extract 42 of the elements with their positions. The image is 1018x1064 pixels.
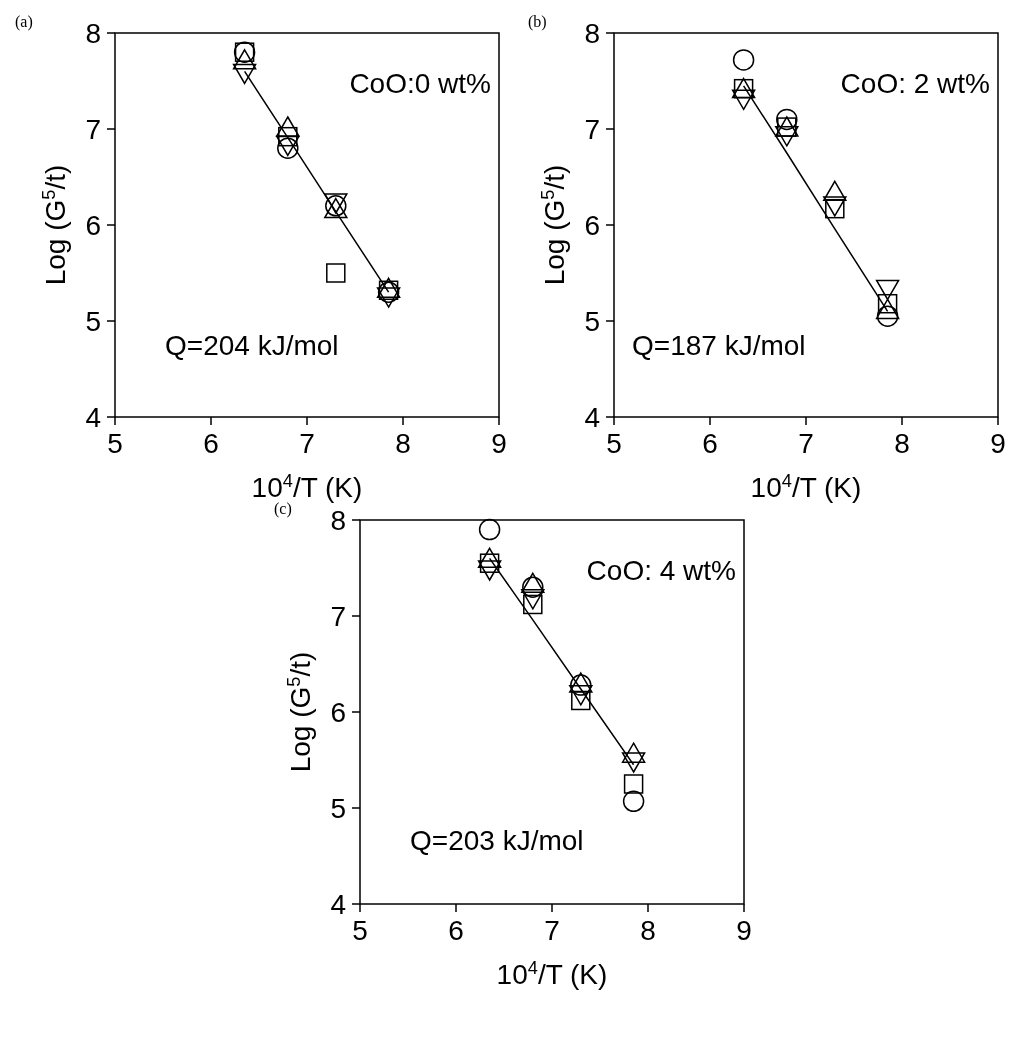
x-tick-label: 8 <box>640 915 656 946</box>
y-tick-label: 5 <box>85 305 101 337</box>
x-axis-title: 10$^{4}$/T (K) <box>251 471 363 503</box>
annotation: Q=203 kJ/mol <box>410 825 584 856</box>
x-tick-label: 7 <box>544 915 560 946</box>
chart-title: (c) <box>274 500 292 518</box>
y-tick-label: 5 <box>584 305 600 337</box>
x-tick-label: 9 <box>736 915 752 946</box>
y-tick-label: 6 <box>330 696 346 728</box>
annotation: CoO: 2 wt% <box>840 68 990 99</box>
y-tick-label: 8 <box>330 504 346 536</box>
x-tick-label: 9 <box>491 428 507 459</box>
y-tick-label: 4 <box>584 401 600 433</box>
annotation: CoO: 4 wt% <box>586 555 736 586</box>
x-tick-label: 5 <box>352 915 368 946</box>
x-tick-label: 7 <box>798 428 814 459</box>
x-axis-title: 10$^{4}$/T (K) <box>496 958 608 990</box>
y-tick-label: 4 <box>330 888 346 920</box>
y-tick-label: 5 <box>330 792 346 824</box>
x-tick-label: 8 <box>894 428 910 459</box>
y-tick-label: 7 <box>330 600 346 632</box>
annotation: CoO:0 wt% <box>349 68 491 99</box>
y-tick-label: 8 <box>85 17 101 49</box>
y-tick-label: 7 <box>584 113 600 145</box>
x-tick-label: 6 <box>203 428 219 459</box>
chart-title: (b) <box>528 13 547 31</box>
annotation: Q=187 kJ/mol <box>632 330 806 361</box>
y-tick-label: 4 <box>85 401 101 433</box>
y-tick-label: 6 <box>85 209 101 241</box>
y-tick-label: 8 <box>584 17 600 49</box>
x-tick-label: 6 <box>702 428 718 459</box>
annotation: Q=204 kJ/mol <box>165 330 339 361</box>
x-tick-label: 6 <box>448 915 464 946</box>
x-tick-label: 7 <box>299 428 315 459</box>
x-tick-label: 8 <box>395 428 411 459</box>
x-axis-title: 10$^{4}$/T (K) <box>750 471 862 503</box>
y-tick-label: 6 <box>584 209 600 241</box>
x-tick-label: 9 <box>990 428 1006 459</box>
y-tick-label: 7 <box>85 113 101 145</box>
x-tick-label: 5 <box>107 428 123 459</box>
x-tick-label: 5 <box>606 428 622 459</box>
chart-title: (a) <box>15 13 33 31</box>
